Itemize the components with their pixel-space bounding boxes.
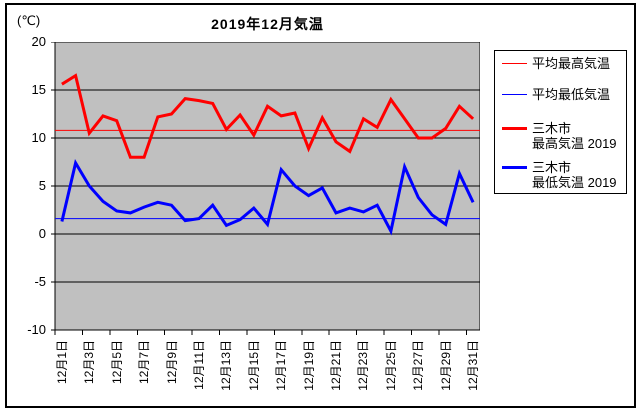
x-tick-label: 12月27日: [411, 340, 426, 391]
legend-item: 三木市 最低気温 2019: [502, 160, 624, 190]
y-tick-label: 20: [31, 34, 46, 49]
x-tick-label: 12月9日: [164, 340, 179, 385]
x-tick-label: 12月7日: [137, 340, 152, 385]
x-tick-label: 12月5日: [109, 340, 124, 385]
y-tick-label: 10: [31, 130, 46, 145]
y-tick-label: -10: [27, 322, 46, 337]
x-tick-label: 12月13日: [219, 340, 234, 391]
x-tick-label: 12月29日: [438, 340, 453, 391]
plot-area-svg: [51, 42, 480, 335]
y-tick-label: 5: [38, 178, 46, 193]
plot-border: [54, 42, 480, 331]
legend-item-label: 平均最高気温: [532, 56, 611, 71]
y-tick-label: 15: [31, 82, 46, 97]
x-tick-label: 12月11日: [191, 340, 206, 390]
x-tick-label: 12月15日: [246, 340, 261, 391]
legend-item: 三木市 最高気温 2019: [502, 121, 624, 151]
x-tick-label: 12月19日: [301, 340, 316, 391]
y-tick-label: -5: [34, 274, 46, 289]
legend-item: 平均最低気温: [502, 87, 624, 102]
legend-item: 平均最高気温: [502, 56, 624, 71]
legend-line-swatch: [502, 166, 527, 169]
chart-title: 2019年12月気温: [211, 16, 324, 32]
x-tick-label: 12月31日: [466, 340, 481, 391]
y-tick-label: 0: [38, 226, 46, 241]
x-tick-label: 12月1日: [54, 340, 69, 385]
legend-item-label: 三木市 最高気温 2019: [532, 121, 617, 151]
x-tick-label: 12月3日: [82, 340, 97, 385]
series-line-3: [60, 159, 475, 236]
series-line-2: [61, 73, 475, 159]
x-tick-label: 12月21日: [329, 340, 344, 391]
x-tick-label: 12月25日: [383, 340, 398, 391]
legend-line-swatch: [502, 127, 527, 130]
legend-item-label: 三木市 最低気温 2019: [532, 160, 617, 190]
x-tick-label: 12月23日: [356, 340, 371, 391]
legend-line-swatch: [502, 63, 527, 64]
legend-item-label: 平均最低気温: [532, 87, 611, 102]
legend: 平均最高気温 平均最低気温三木市 最高気温 2019 三木市 最低気温 2019: [494, 50, 627, 194]
y-axis-unit-label: (℃): [17, 13, 41, 28]
x-tick-label: 12月17日: [274, 340, 289, 391]
legend-line-swatch: [502, 94, 527, 95]
